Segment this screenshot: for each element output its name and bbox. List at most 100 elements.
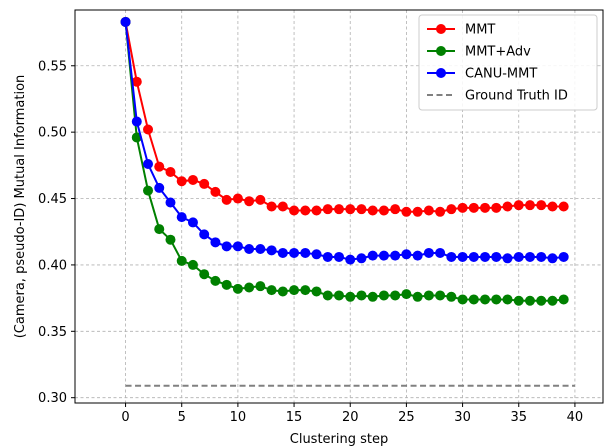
grid [75,10,603,403]
x-tick-label: 40 [567,410,584,425]
data-point-canu-mmt [232,241,243,252]
data-point-canu-mmt [401,249,412,260]
data-point-mmt [435,206,446,217]
legend-marker [436,24,446,34]
data-point-mmt-adv [435,290,446,301]
data-point-mmt-adv [277,286,288,297]
x-axis-label: Clustering step [290,432,389,447]
data-point-mmt [524,200,535,211]
data-point-mmt [401,206,412,217]
data-point-canu-mmt [356,253,367,264]
data-point-mmt-adv [491,294,502,305]
data-point-mmt [390,204,401,215]
data-point-mmt-adv [187,259,198,270]
data-point-canu-mmt [143,159,154,170]
data-point-canu-mmt [457,251,468,262]
data-point-mmt [345,204,356,215]
data-point-canu-mmt [289,247,300,258]
series-line-mmt [124,21,564,213]
data-point-mmt [165,166,176,177]
data-point-mmt-adv [367,291,378,302]
data-point-canu-mmt [558,251,569,262]
data-point-mmt-adv [502,294,513,305]
y-tick-label: 0.40 [38,258,67,273]
legend-label: CANU-MMT [465,67,537,82]
legend-marker [436,68,446,78]
data-point-mmt [255,194,266,205]
data-point-mmt [176,176,187,187]
x-tick-label: 30 [454,410,471,425]
data-point-mmt [232,193,243,204]
legend-label: MMT [465,23,495,38]
x-tick-label: 35 [510,410,527,425]
data-point-mmt [277,201,288,212]
y-tick-label: 0.35 [38,325,67,340]
data-point-mmt-adv [165,234,176,245]
data-point-canu-mmt [300,247,311,258]
data-point-mmt [457,202,468,213]
data-point-mmt-adv [334,290,344,301]
data-point-canu-mmt [446,251,457,262]
data-point-mmt-adv [457,294,468,305]
series-line-canu-mmt [124,21,564,261]
data-point-mmt-adv [480,294,491,305]
data-point-mmt-adv [468,294,479,305]
data-point-mmt [547,201,558,212]
data-point-canu-mmt [547,253,558,264]
data-point-mmt-adv [244,282,255,293]
x-tick-label: 25 [398,410,415,425]
data-point-canu-mmt [491,251,502,262]
data-point-canu-mmt [277,247,288,258]
data-point-mmt [221,194,232,205]
data-point-canu-mmt [199,229,210,240]
legend: MMT MMT+Adv CANU-MMT Ground Truth ID [418,14,598,111]
y-tick-label: 0.30 [38,391,67,406]
data-point-mmt [513,200,524,211]
legend-item: Ground Truth ID [427,89,568,104]
data-point-mmt-adv [524,295,535,306]
series-layer [120,16,575,387]
data-point-mmt-adv [322,290,333,301]
legend-marker [436,46,446,56]
data-point-mmt-adv [143,185,154,196]
data-point-mmt [423,205,434,216]
data-point-canu-mmt [412,250,423,261]
data-point-mmt [187,174,198,185]
data-point-canu-mmt [131,116,142,127]
series-mmt-adv [120,16,569,306]
data-point-canu-mmt [367,250,378,261]
data-point-canu-mmt [334,251,344,262]
data-point-mmt-adv [210,275,221,286]
data-point-canu-mmt [165,197,176,208]
y-axis-label: (Camera, pseudo-ID) Mutual Information [13,75,28,339]
y-tick-label: 0.45 [38,192,67,207]
x-tick-label: 5 [178,410,186,425]
y-tick-label: 0.55 [38,59,67,74]
data-point-mmt-adv [131,132,142,143]
series-line-mmt-adv [124,21,564,302]
legend-label: Ground Truth ID [465,89,568,104]
data-point-mmt-adv [232,283,243,294]
data-point-mmt-adv [221,279,232,290]
data-point-mmt [322,204,333,215]
data-point-mmt [334,204,344,215]
data-point-canu-mmt [210,237,221,248]
data-point-canu-mmt [322,251,333,262]
data-point-mmt [412,206,423,217]
data-point-mmt [210,186,221,197]
data-point-canu-mmt [378,250,389,261]
data-point-canu-mmt [244,243,255,254]
data-point-canu-mmt [502,253,513,264]
data-point-canu-mmt [345,254,356,265]
data-point-mmt-adv [423,290,434,301]
data-point-canu-mmt [536,251,547,262]
data-point-canu-mmt [390,250,401,261]
data-point-mmt-adv [356,290,367,301]
data-point-mmt-adv [300,285,311,296]
data-point-canu-mmt [255,243,266,254]
x-axis: 0 5 10 15 20 25 30 35 40 [121,403,583,425]
data-point-canu-mmt [187,217,198,228]
data-point-mmt [154,161,165,172]
data-point-mmt-adv [412,291,423,302]
